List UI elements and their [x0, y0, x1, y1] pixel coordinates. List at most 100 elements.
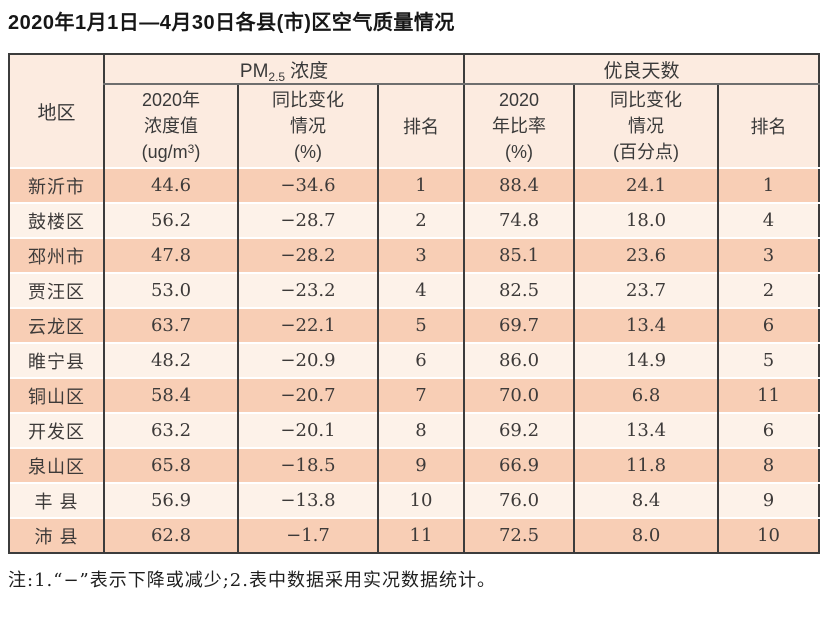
cell-good-rate: 69.7: [463, 307, 575, 343]
table-row: 鼓楼区 56.2 −28.7 2 74.8 18.0 4: [8, 202, 820, 238]
cell-pm-rank: 4: [376, 272, 465, 308]
header-line: (%): [294, 142, 322, 162]
column-header-pm-change: 同比变化 情况 (%): [237, 84, 378, 168]
cell-good-change: 11.8: [573, 447, 719, 483]
cell-pm-change: −20.9: [237, 342, 378, 378]
cell-region: 泉山区: [8, 447, 104, 483]
cell-good-change: 23.7: [573, 272, 719, 308]
cell-pm-change: −34.6: [237, 167, 378, 203]
cell-good-change: 8.0: [573, 517, 719, 553]
cell-pm-value: 63.2: [103, 412, 238, 448]
unit-suffix: ): [194, 142, 201, 162]
cell-good-rank: 3: [717, 237, 820, 273]
table-row: 邳州市 47.8 −28.2 3 85.1 23.6 3: [8, 237, 820, 273]
cell-region: 沛 县: [8, 517, 104, 553]
pm25-label-subscript: 2.5: [268, 69, 286, 84]
cell-pm-change: −18.5: [237, 447, 378, 483]
cell-good-change: 23.6: [573, 237, 719, 273]
cell-pm-change: −23.2: [237, 272, 378, 308]
cell-good-rate: 72.5: [463, 517, 575, 553]
cell-pm-rank: 7: [376, 377, 465, 413]
table-row: 泉山区 65.8 −18.5 9 66.9 11.8 8: [8, 447, 820, 483]
cell-good-rank: 5: [717, 342, 820, 378]
cell-pm-change: −13.8: [237, 482, 378, 518]
cell-good-change: 8.4: [573, 482, 719, 518]
cell-pm-value: 65.8: [103, 447, 238, 483]
header-line: 2020年: [141, 90, 201, 110]
table-row: 铜山区 58.4 −20.7 7 70.0 6.8 11: [8, 377, 820, 413]
column-header-good-change: 同比变化 情况 (百分点): [573, 84, 719, 168]
header-line: (百分点): [613, 142, 680, 162]
cell-region: 鼓楼区: [8, 202, 104, 238]
pm25-label-prefix: PM: [239, 60, 269, 82]
cell-pm-change: −20.1: [237, 412, 378, 448]
unit-superscript: 3: [187, 142, 195, 156]
table-row: 开发区 63.2 −20.1 8 69.2 13.4 6: [8, 412, 820, 448]
cell-pm-value: 56.9: [103, 482, 238, 518]
column-header-pm-rank: 排名: [376, 84, 465, 168]
cell-pm-rank: 1: [376, 167, 465, 203]
cell-pm-change: −28.7: [237, 202, 378, 238]
cell-region: 贾汪区: [8, 272, 104, 308]
cell-region: 开发区: [8, 412, 104, 448]
cell-good-rate: 82.5: [463, 272, 575, 308]
cell-pm-value: 62.8: [103, 517, 238, 553]
table-row: 贾汪区 53.0 −23.2 4 82.5 23.7 2: [8, 272, 820, 308]
cell-good-rank: 11: [717, 377, 820, 413]
cell-good-rate: 85.1: [463, 237, 575, 273]
cell-region: 铜山区: [8, 377, 104, 413]
cell-pm-rank: 8: [376, 412, 465, 448]
header-unit-line: (ug/m3): [106, 139, 237, 165]
cell-good-rate: 86.0: [463, 342, 575, 378]
cell-pm-value: 58.4: [103, 377, 238, 413]
cell-pm-value: 63.7: [103, 307, 238, 343]
cell-region: 新沂市: [8, 167, 104, 203]
cell-region: 睢宁县: [8, 342, 104, 378]
group-header-good-days: 优良天数: [463, 54, 820, 85]
page-title: 2020年1月1日—4月30日各县(市)区空气质量情况: [8, 12, 455, 34]
cell-region: 丰 县: [8, 482, 104, 518]
cell-good-rate: 88.4: [463, 167, 575, 203]
cell-good-rank: 9: [717, 482, 820, 518]
cell-good-rate: 66.9: [463, 447, 575, 483]
table-row: 睢宁县 48.2 −20.9 6 86.0 14.9 5: [8, 342, 820, 378]
table-row: 新沂市 44.6 −34.6 1 88.4 24.1 1: [8, 167, 820, 203]
cell-region: 云龙区: [8, 307, 104, 343]
group-header-pm25: PM2.5 浓度: [102, 54, 465, 85]
cell-good-change: 13.4: [573, 307, 719, 343]
table-body: 新沂市 44.6 −34.6 1 88.4 24.1 1 鼓楼区 56.2 −2…: [8, 167, 820, 553]
cell-pm-change: −28.2: [237, 237, 378, 273]
cell-good-change: 14.9: [573, 342, 719, 378]
column-header-good-rate: 2020 年比率 (%): [463, 84, 575, 168]
cell-pm-value: 56.2: [103, 202, 238, 238]
header-line: (%): [505, 142, 534, 162]
cell-pm-value: 48.2: [103, 342, 238, 378]
column-header-region: 地区: [8, 54, 104, 168]
cell-good-change: 6.8: [573, 377, 719, 413]
cell-good-rate: 70.0: [463, 377, 575, 413]
table-row: 沛 县 62.8 −1.7 11 72.5 8.0 10: [8, 517, 820, 553]
cell-pm-rank: 10: [376, 482, 465, 518]
column-header-good-rank: 排名: [717, 84, 820, 168]
cell-pm-rank: 3: [376, 237, 465, 273]
cell-good-rate: 74.8: [463, 202, 575, 238]
footnote: 注:1.“−”表示下降或减少;2.表中数据采用实况数据统计。: [8, 570, 496, 591]
cell-pm-rank: 11: [376, 517, 465, 553]
cell-pm-change: −22.1: [237, 307, 378, 343]
cell-good-rank: 4: [717, 202, 820, 238]
table-row: 云龙区 63.7 −22.1 5 69.7 13.4 6: [8, 307, 820, 343]
cell-pm-value: 47.8: [103, 237, 238, 273]
cell-pm-value: 53.0: [103, 272, 238, 308]
cell-pm-rank: 2: [376, 202, 465, 238]
cell-good-rate: 69.2: [463, 412, 575, 448]
cell-good-rate: 76.0: [463, 482, 575, 518]
header-line: 情况: [628, 116, 665, 136]
table-header: 地区 PM2.5 浓度 优良天数 2020年 浓度值 (ug/m3) 同比变化 情…: [8, 54, 820, 168]
cell-pm-change: −1.7: [237, 517, 378, 553]
header-line: 同比变化: [272, 90, 344, 110]
header-line: 情况: [290, 116, 326, 136]
cell-pm-value: 44.6: [103, 167, 238, 203]
cell-good-change: 18.0: [573, 202, 719, 238]
cell-good-change: 13.4: [573, 412, 719, 448]
